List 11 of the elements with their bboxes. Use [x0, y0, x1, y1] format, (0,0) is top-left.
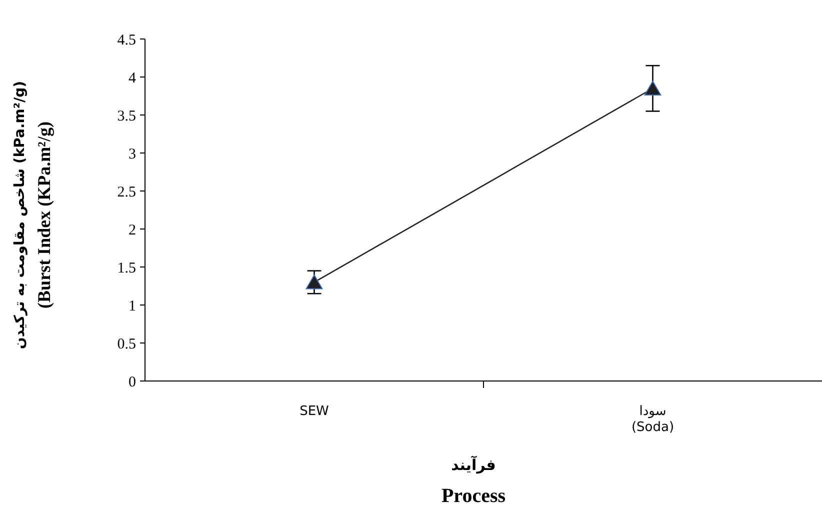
y-tick-label: 0 — [128, 374, 136, 390]
y-tick-label: 4.5 — [117, 32, 136, 48]
y-tick-label: 2.5 — [117, 184, 136, 200]
y-tick-label: 0.5 — [117, 336, 136, 352]
y-tick-label: 3 — [128, 146, 136, 162]
y-tick-label: 2 — [128, 222, 136, 238]
y-tick-label: 3.5 — [117, 108, 136, 124]
y-tick-label: 1 — [128, 298, 136, 314]
y-tick-label: 4 — [128, 70, 136, 86]
x-tick-label: SEW — [300, 404, 330, 419]
y-tick-label: 1.5 — [117, 260, 136, 276]
